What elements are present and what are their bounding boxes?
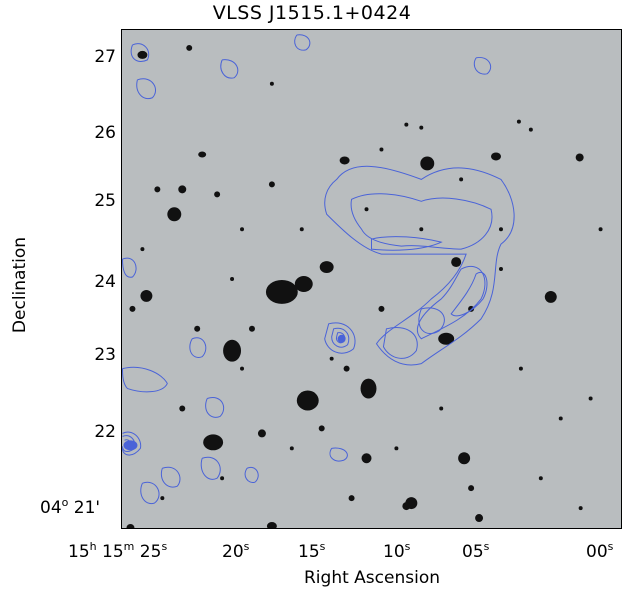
sky-image-panel <box>121 29 622 529</box>
x-tick-20s: 20s <box>222 540 250 562</box>
x-tick-15s: 15s <box>298 540 326 562</box>
x-tick-05s: 05s <box>462 540 490 562</box>
radio-bright-source <box>123 334 346 451</box>
y-axis-title: Declination <box>10 236 30 334</box>
y-tick-26: 26 <box>94 123 116 143</box>
optical-sources <box>126 44 603 528</box>
radio-contours <box>122 34 515 505</box>
sky-image <box>122 34 603 528</box>
x-tick-15h15m25s: 15h 15m 25s <box>68 540 168 562</box>
y-tick-25: 25 <box>94 191 116 211</box>
plot-title: VLSS J1515.1+0424 <box>212 2 412 24</box>
x-axis-title: Right Ascension <box>304 568 440 588</box>
x-tick-10s: 10s <box>383 540 411 562</box>
y-tick-22: 22 <box>94 422 116 442</box>
y-tick-21: 04o 21' <box>40 496 101 518</box>
x-tick-00s: 00s <box>586 540 614 562</box>
y-tick-27: 27 <box>94 47 116 67</box>
y-tick-24: 24 <box>94 272 116 292</box>
y-tick-23: 23 <box>94 345 116 365</box>
